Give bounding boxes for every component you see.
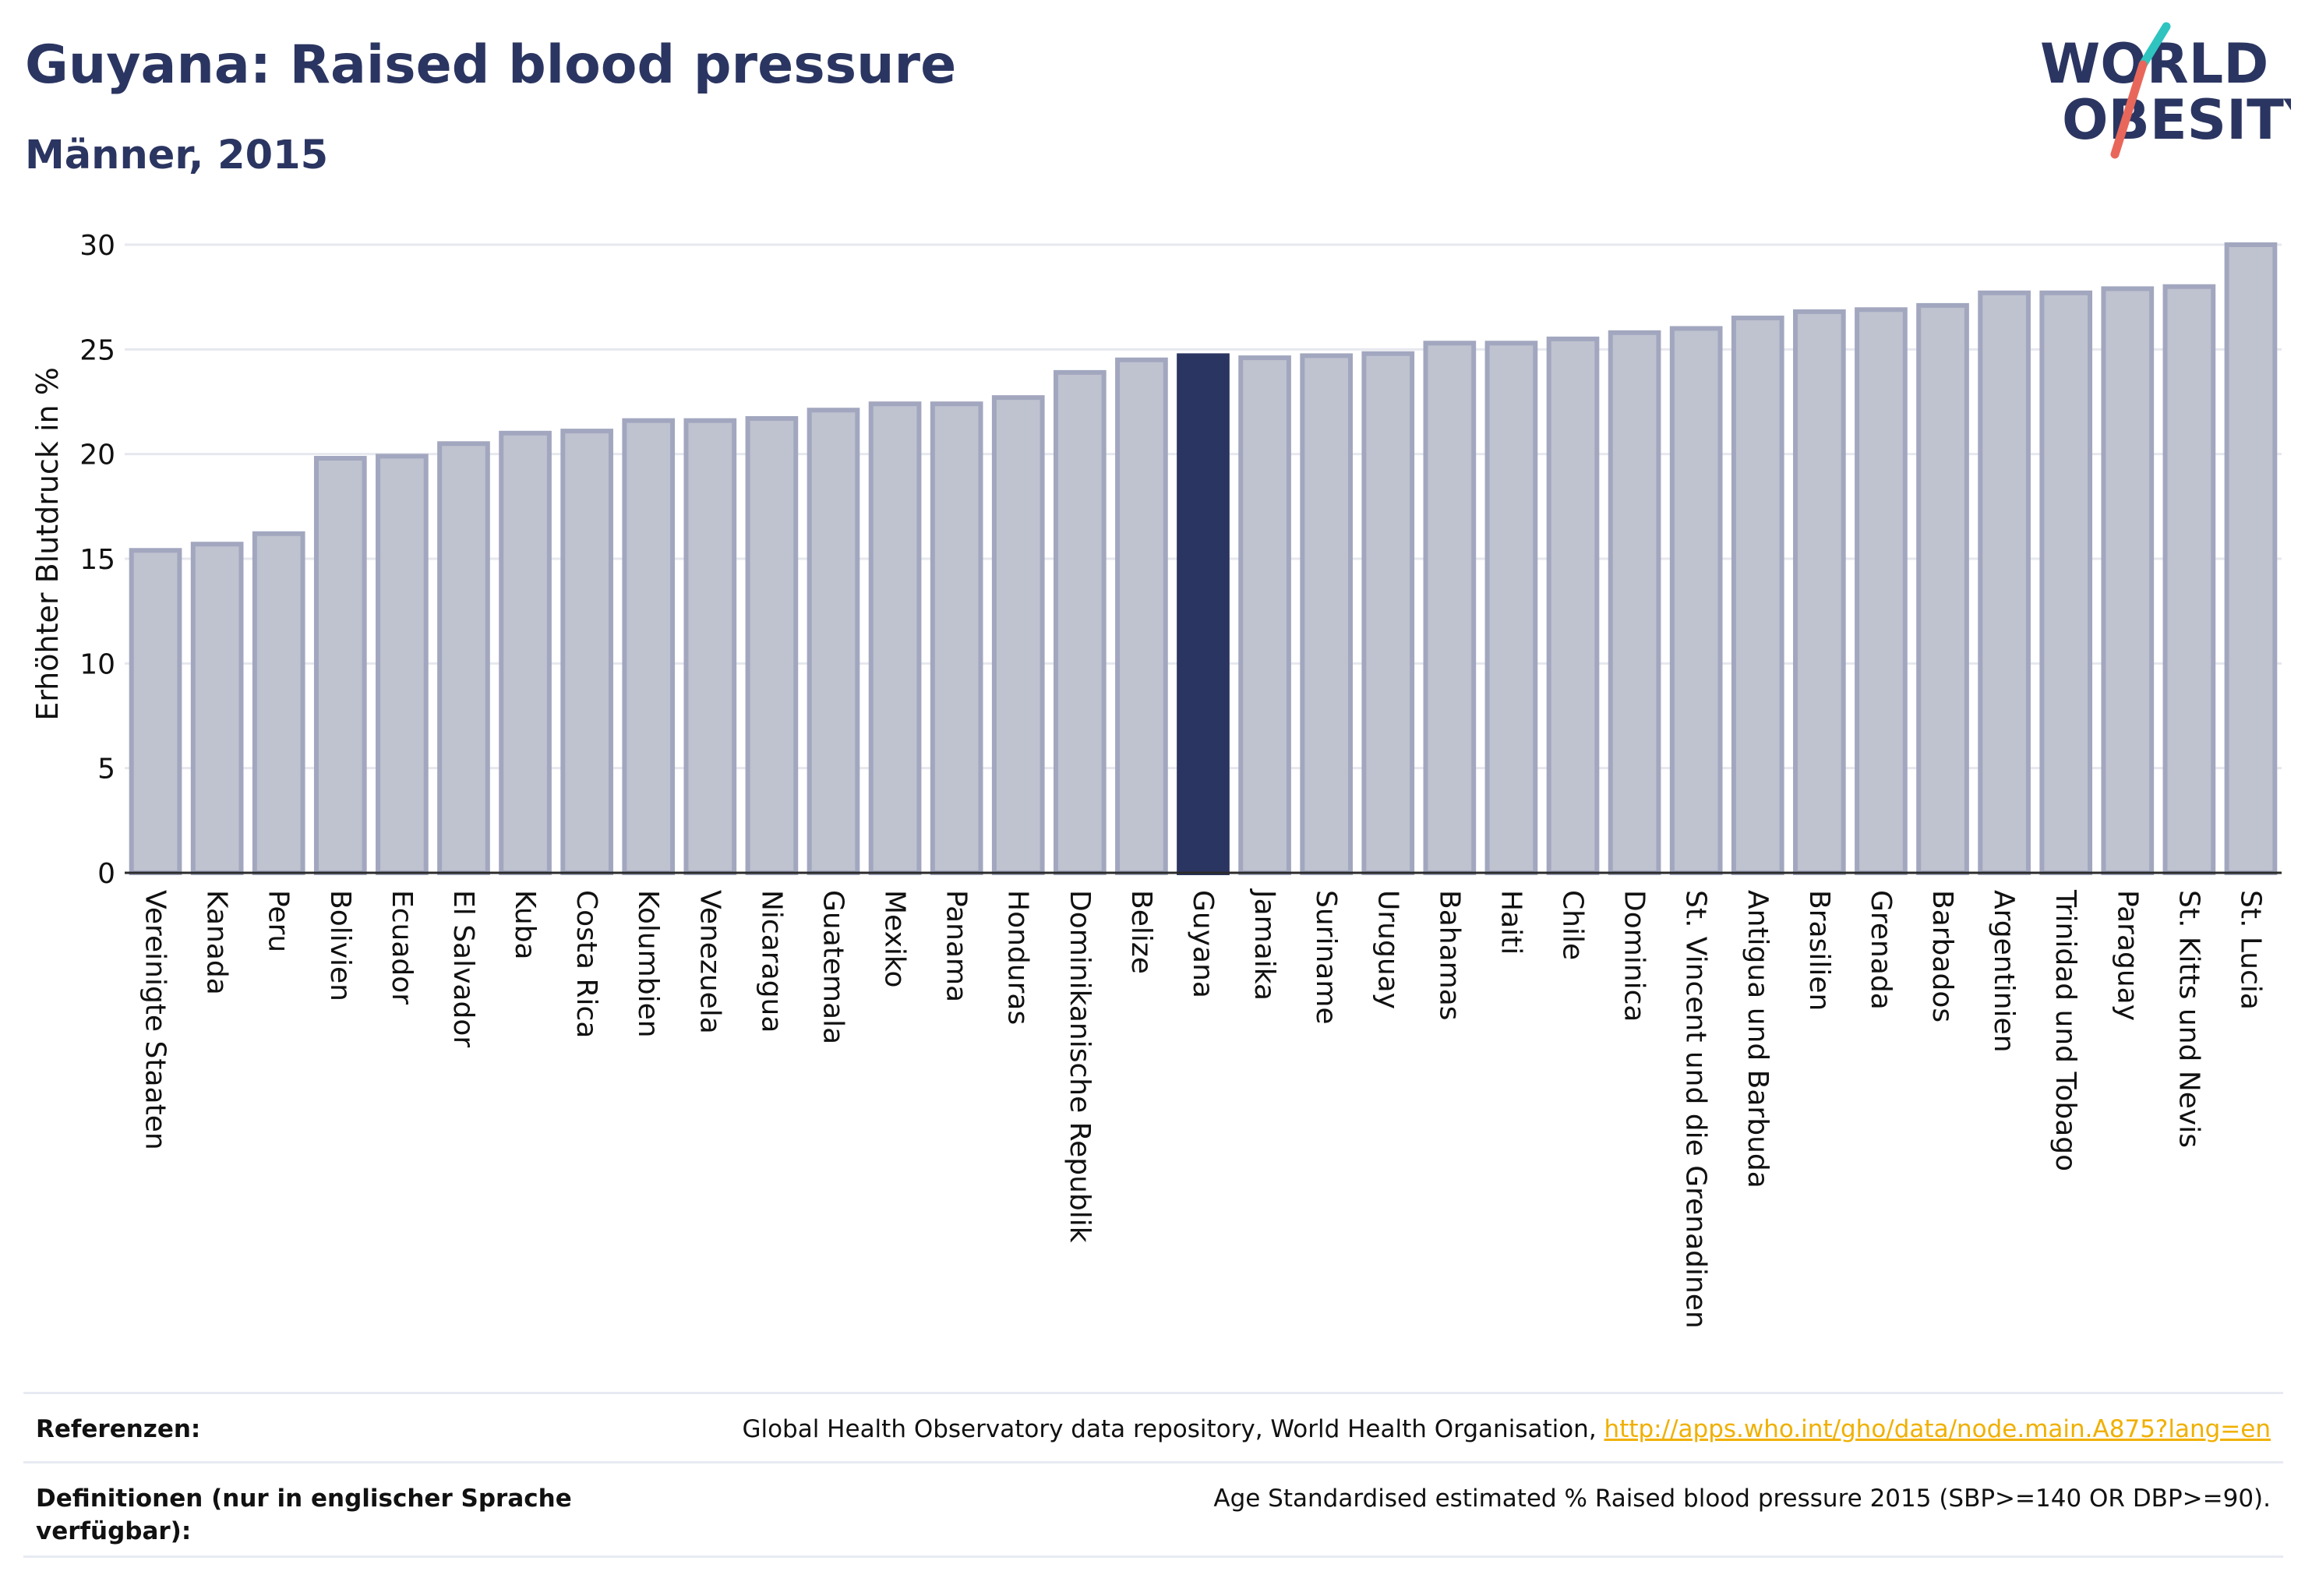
x-tick-label: St. Lucia [2234, 890, 2266, 1010]
definitions-value: Age Standardised estimated % Raised bloo… [1213, 1485, 2271, 1513]
bar-st-kitts-und-nevis [2162, 284, 2216, 875]
bars [129, 242, 2278, 876]
x-tick-label: Brasilien [1803, 890, 1835, 1011]
bar-st-lucia [2224, 242, 2278, 875]
bar-el-salvador [437, 441, 490, 875]
y-tick-label: 0 [97, 858, 115, 890]
y-tick-label: 10 [79, 648, 115, 680]
y-tick-label: 5 [97, 754, 115, 786]
bar-mexiko [868, 401, 922, 875]
chart-subtitle: Männer, 2015 [25, 132, 329, 178]
bar-trinidad-und-tobago [2039, 290, 2093, 875]
world-obesity-logo: WORLD OBESITY [2040, 22, 2291, 159]
x-tick-label: El Salvador [447, 890, 479, 1047]
y-axis-label: Erhöhter Blutdruck in % [30, 367, 65, 721]
bar-belize [1115, 357, 1168, 875]
footer-table: Referenzen: Global Health Observatory da… [23, 1392, 2283, 1558]
x-tick-label: Ecuador [386, 890, 418, 1005]
bar-bolivien [313, 456, 367, 875]
bar-dominica [1608, 330, 1661, 875]
references-text: Global Health Observatory data repositor… [742, 1415, 1604, 1443]
x-tick-label: Belize [1125, 890, 1157, 974]
y-tick-labels: 0 5 10 15 20 25 30 [79, 230, 115, 890]
x-tick-label: Paraguay [2111, 890, 2143, 1021]
bar-barbados [1916, 302, 1969, 875]
x-tick-label: Guatemala [817, 890, 849, 1044]
bar-dominikanische-republik [1053, 369, 1107, 875]
references-row: Referenzen: Global Health Observatory da… [23, 1392, 2283, 1461]
definitions-row: Definitionen (nur in englischer Sprache … [23, 1461, 2283, 1558]
x-tick-label: Dominikanische Republik [1064, 890, 1096, 1243]
x-tick-label: Chile [1557, 890, 1589, 960]
bar-ecuador [376, 454, 429, 875]
y-tick-label: 15 [79, 544, 115, 576]
x-tick-label: Guyana [1187, 890, 1219, 998]
bar-antigua-und-barbuda [1731, 316, 1784, 875]
x-tick-label: Kanada [201, 890, 233, 995]
x-tick-label: St. Vincent und die Grenadinen [1680, 890, 1712, 1329]
bar-guatemala [807, 408, 860, 875]
x-tick-label: Haiti [1495, 890, 1527, 955]
x-tick-label: Grenada [1865, 890, 1897, 1010]
bar-st-vincent-und-die-grenadinen [1669, 326, 1723, 875]
bar-uruguay [1361, 351, 1415, 875]
bar-grenada [1855, 307, 1908, 875]
x-tick-label: Uruguay [1371, 890, 1403, 1009]
bar-honduras [991, 395, 1045, 876]
bar-chart: 0 5 10 15 20 25 30 Vereinigte Staaten Kanada Per… [30, 230, 2282, 1329]
bar-brasilien [1793, 309, 1846, 875]
logo-slash-red [2110, 60, 2148, 159]
bar-jamaika [1238, 355, 1291, 875]
x-tick-label: Antigua und Barbuda [1742, 890, 1774, 1188]
bar-costa-rica [560, 429, 613, 875]
y-tick-label: 20 [79, 440, 115, 471]
bar-kolumbien [622, 418, 676, 875]
x-tick-label: Trinidad und Tobago [2049, 889, 2081, 1171]
x-tick-label: Argentinien [1988, 890, 2020, 1053]
logo-line2: OBESITY [2062, 88, 2291, 152]
x-tick-label: Barbados [1926, 890, 1958, 1022]
bar-nicaragua [745, 415, 799, 875]
logo-slash-teal [2138, 22, 2171, 69]
x-tick-label: Panama [941, 890, 972, 1002]
bar-haiti [1484, 341, 1538, 876]
bar-venezuela [683, 418, 737, 875]
chart-title: Guyana: Raised blood pressure [25, 34, 957, 96]
x-tick-label: Bahamas [1433, 890, 1465, 1021]
x-tick-label: Dominica [1618, 890, 1650, 1022]
references-label: Referenzen: [36, 1415, 201, 1443]
x-tick-label: Mexiko [879, 890, 911, 987]
bar-argentinien [1978, 290, 2031, 875]
x-tick-label: Honduras [1002, 890, 1034, 1025]
bar-bahamas [1423, 341, 1477, 876]
bar-panama [930, 401, 983, 875]
x-tick-label: St. Kitts und Nevis [2173, 890, 2204, 1148]
bar-peru [252, 531, 305, 875]
x-tick-label: Costa Rica [570, 890, 602, 1038]
x-tick-label: Kolumbien [632, 890, 664, 1038]
x-tick-label: Jamaika [1248, 888, 1280, 1001]
bar-chile [1546, 336, 1600, 875]
x-tick-label: Nicaragua [755, 890, 787, 1033]
references-value: Global Health Observatory data repositor… [628, 1413, 2271, 1446]
x-tick-label: Kuba [509, 890, 541, 960]
y-tick-label: 25 [79, 334, 115, 366]
definitions-label: Definitionen (nur in englischer Sprache … [36, 1485, 572, 1545]
y-tick-label: 30 [79, 230, 115, 262]
x-tick-label: Venezuela [694, 890, 725, 1034]
x-tick-label: Bolivien [324, 890, 356, 1001]
references-link[interactable]: http://apps.who.int/gho/data/node.main.A… [1604, 1415, 2271, 1443]
bar-guyana [1177, 353, 1230, 876]
x-tick-label: Vereinigte Staaten [139, 890, 171, 1150]
bar-vereinigte-staaten [129, 548, 182, 876]
x-tick-label: Peru [263, 890, 295, 952]
bar-suriname [1300, 353, 1354, 876]
bar-kanada [190, 542, 244, 876]
bar-kuba [499, 430, 552, 875]
bar-paraguay [2101, 286, 2155, 876]
x-tick-labels: Vereinigte Staaten Kanada Peru Bolivien Ecua… [139, 888, 2267, 1329]
x-tick-label: Suriname [1310, 890, 1342, 1025]
